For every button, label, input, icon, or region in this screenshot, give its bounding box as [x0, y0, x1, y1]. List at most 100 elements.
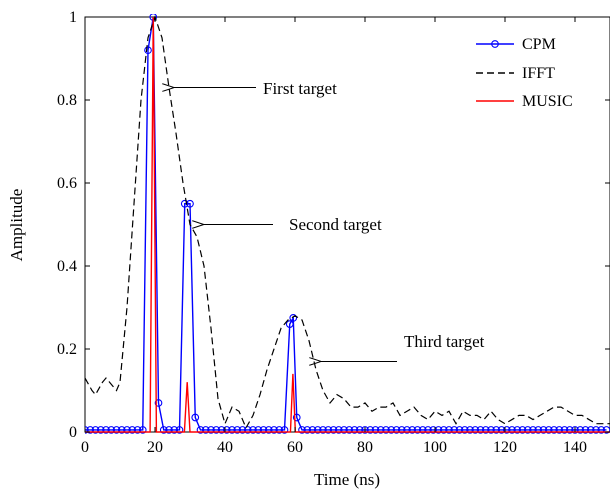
- series-cpm-point: [565, 426, 574, 434]
- series-cpm-point: [476, 426, 485, 434]
- x-tick-label: 120: [493, 439, 517, 456]
- series-cpm-point: [387, 426, 396, 434]
- series-cpm-point: [138, 426, 147, 434]
- series-cpm-point: [466, 426, 474, 434]
- series-cpm-point: [481, 426, 490, 434]
- series-cpm-point: [581, 426, 590, 434]
- series-cpm-point: [275, 426, 284, 434]
- series-cpm-point: [292, 413, 301, 422]
- series-cpm-point: [117, 426, 126, 434]
- series-cpm-point: [222, 426, 231, 434]
- series-cpm-point: [523, 426, 532, 434]
- legend-label-music: MUSIC: [522, 93, 573, 110]
- x-tick-label: 140: [563, 439, 587, 456]
- series-cpm-point: [371, 426, 380, 434]
- y-tick-label: 1: [69, 9, 77, 26]
- series-cpm-point: [85, 426, 89, 434]
- series-cpm-point: [285, 320, 294, 328]
- series-cpm-point: [180, 199, 189, 208]
- annotation-label: First target: [263, 79, 337, 98]
- legend-marker-cpm: [491, 40, 499, 48]
- y-tick-label: 0.4: [57, 258, 77, 275]
- series-cpm-point: [86, 426, 95, 434]
- series-cpm-point: [165, 426, 173, 434]
- series-cpm-point: [128, 426, 137, 434]
- series-cpm-point: [233, 426, 242, 434]
- series-cpm-point: [212, 426, 221, 434]
- series-cpm-point: [329, 426, 338, 434]
- y-tick-label: 0.2: [57, 341, 77, 358]
- series-cpm-point: [413, 426, 422, 434]
- series-cpm-point: [303, 426, 312, 434]
- x-tick-label: 40: [217, 439, 233, 456]
- series-cpm-point: [175, 426, 184, 434]
- series-cpm-point: [586, 426, 595, 434]
- series-cpm-point: [460, 426, 469, 434]
- series-cpm-point: [313, 426, 322, 434]
- series-cpm-point: [289, 314, 298, 322]
- series-cpm-point: [324, 426, 333, 434]
- series-cpm-point: [334, 426, 343, 434]
- y-axis-label: Amplitude: [7, 189, 26, 262]
- series-cpm-point: [254, 426, 263, 434]
- series-cpm-point: [487, 426, 495, 434]
- series-cpm-point: [529, 426, 537, 434]
- series-cpm-point: [366, 426, 375, 434]
- series-cpm-point: [492, 426, 501, 434]
- series-cpm-point: [592, 426, 600, 434]
- series-cpm-point: [264, 426, 273, 434]
- x-tick-label: 60: [287, 439, 303, 456]
- series-cpm-point: [191, 413, 200, 422]
- series-cpm-point: [123, 426, 131, 434]
- series-cpm-point: [91, 426, 100, 434]
- x-tick-label: 0: [81, 439, 89, 456]
- series-cpm-point: [144, 46, 152, 55]
- series-cpm-point: [243, 426, 252, 434]
- series-cpm-point: [196, 426, 205, 434]
- series-cpm-point: [408, 426, 417, 434]
- series-ifft-line: [85, 15, 610, 430]
- annotation-label: Second target: [289, 215, 382, 234]
- series-cpm-point: [455, 426, 464, 434]
- series-cpm-point: [238, 426, 247, 434]
- annotation-label: Third target: [404, 332, 485, 351]
- series-cpm-point: [539, 426, 548, 434]
- series-cpm-point: [571, 426, 579, 434]
- series-cpm-point: [376, 426, 385, 434]
- series-cpm-point: [133, 426, 142, 434]
- series-cpm-point: [418, 426, 427, 434]
- series-cpm-point: [340, 426, 348, 434]
- series-cpm-point: [102, 426, 110, 434]
- series-cpm-point: [392, 426, 401, 434]
- series-cpm-point: [298, 426, 306, 434]
- series-cpm-point: [518, 426, 527, 434]
- series-cpm-point: [350, 426, 359, 434]
- legend-label-cpm: CPM: [522, 36, 556, 53]
- series-cpm-point: [513, 426, 522, 434]
- y-tick-label: 0: [69, 424, 77, 441]
- series-cpm-point: [576, 426, 585, 434]
- series-cpm-point: [439, 426, 448, 434]
- series-cpm-point: [345, 426, 354, 434]
- series-cpm-point: [534, 426, 543, 434]
- series-cpm-point: [228, 426, 236, 434]
- series-cpm-point: [397, 426, 406, 434]
- series-cpm-point: [508, 426, 516, 434]
- series-cpm-point: [550, 426, 558, 434]
- series-cpm-point: [259, 426, 268, 434]
- series-cpm-point: [249, 426, 257, 434]
- x-axis-label: Time (ns): [314, 470, 380, 489]
- series-cpm-point: [201, 426, 210, 434]
- series-cpm-point: [502, 426, 511, 434]
- series-cpm-point: [445, 426, 453, 434]
- series-cpm-point: [96, 426, 105, 434]
- x-tick-label: 100: [423, 439, 447, 456]
- series-cpm-point: [207, 426, 215, 434]
- series-cpm-point: [560, 426, 569, 434]
- series-cpm-point: [154, 399, 163, 407]
- series-cpm-point: [424, 426, 432, 434]
- x-tick-label: 20: [147, 439, 163, 456]
- series-cpm-point: [308, 426, 317, 434]
- series-cpm-point: [355, 426, 364, 434]
- legend-label-ifft: IFFT: [522, 65, 555, 82]
